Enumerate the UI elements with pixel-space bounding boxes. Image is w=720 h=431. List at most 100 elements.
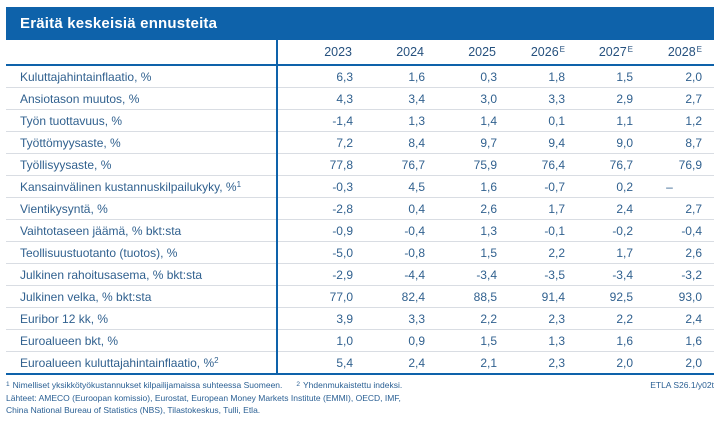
value-cell: 1,3 xyxy=(480,223,497,238)
value-cell: – xyxy=(666,179,673,194)
value-cell: 2,9 xyxy=(616,91,633,106)
year-sup: E xyxy=(559,45,565,54)
row-label-sup: 2 xyxy=(214,355,219,365)
value-cell: 2,3 xyxy=(548,355,565,370)
row-label-text: Julkinen rahoitusasema, % bkt:sta xyxy=(20,267,203,282)
row-label: Työn tuottavuus, % xyxy=(6,110,277,132)
value-cell: 2,0 xyxy=(685,69,702,84)
year-label: 2025 xyxy=(468,45,496,59)
value-cell: -2,8 xyxy=(276,197,359,220)
figure-code: ETLA S26.1/y02t xyxy=(650,380,714,390)
row-label-text: Julkinen velka, % bkt:sta xyxy=(20,289,152,304)
header-row: 2023 2024 2025 2026E 2027E 2028E xyxy=(6,40,714,65)
value-cell: -0,7 xyxy=(544,179,565,194)
value-cell: 3,3 xyxy=(408,311,425,326)
row-label: Kuluttajahintainflaatio, % xyxy=(6,65,277,88)
value-cell: -5,0 xyxy=(276,241,359,264)
value-cell: 2,0 xyxy=(685,355,702,370)
year-label: 2023 xyxy=(324,45,352,59)
value-cell: -3,4 xyxy=(476,267,497,282)
value-cell: 1,5 xyxy=(480,333,497,348)
value-cell: -3,5 xyxy=(544,267,565,282)
column-header-2026: 2026E xyxy=(503,40,571,65)
footnote-2-sup: 2 xyxy=(296,381,301,388)
value-cell: 0,3 xyxy=(480,69,497,84)
table-row: Vaihtotaseen jäämä, % bkt:sta -0,9 -0,4 … xyxy=(6,219,714,242)
row-label-text: Euroalueen kuluttajahintainflaatio, % xyxy=(20,355,215,370)
table-row: Ansiotason muutos, % 4,3 3,4 3,0 3,3 2,9… xyxy=(6,87,714,110)
forecast-table: 2023 2024 2025 2026E 2027E 2028E Kulutta… xyxy=(6,40,714,375)
value-cell: 5,4 xyxy=(276,351,359,374)
table-row: Euroalueen kuluttajahintainflaatio, %2 5… xyxy=(6,351,714,374)
row-label: Julkinen velka, % bkt:sta xyxy=(6,286,277,308)
value-cell: 92,5 xyxy=(609,289,633,304)
value-cell: 2,4 xyxy=(408,355,425,370)
value-cell: 76,9 xyxy=(678,157,702,172)
value-cell: -1,4 xyxy=(276,109,359,132)
value-cell: -0,4 xyxy=(681,223,702,238)
sources-line-1: Lähteet: AMECO (Euroopan komissio), Euro… xyxy=(6,393,401,404)
table-row: Työttömyysaste, % 7,2 8,4 9,7 9,4 9,0 8,… xyxy=(6,131,714,154)
column-header-2028: 2028E xyxy=(639,40,714,65)
value-cell: 77,8 xyxy=(276,153,359,176)
value-cell: 2,1 xyxy=(480,355,497,370)
table-row: Kuluttajahintainflaatio, % 6,3 1,6 0,3 1… xyxy=(6,65,714,88)
value-cell: 1,3 xyxy=(408,113,425,128)
value-cell: 4,3 xyxy=(276,87,359,110)
value-cell: 2,2 xyxy=(548,245,565,260)
value-cell: 2,6 xyxy=(480,201,497,216)
row-label-text: Vaihtotaseen jäämä, % bkt:sta xyxy=(20,223,182,238)
column-header-2023: 2023 xyxy=(276,40,359,65)
sources-line-2: China National Bureau of Statistics (NBS… xyxy=(6,404,261,415)
year-sup: E xyxy=(696,45,702,54)
value-cell: 88,5 xyxy=(473,289,497,304)
footnote-1-sup: 1 xyxy=(6,381,10,388)
table-title-bar: Eräitä keskeisiä ennusteita xyxy=(6,7,714,40)
value-cell: 2,0 xyxy=(616,355,633,370)
value-cell: 1,2 xyxy=(685,113,702,128)
row-label: Vientikysyntä, % xyxy=(6,198,277,220)
table-row: Julkinen rahoitusasema, % bkt:sta -2,9 -… xyxy=(6,263,714,286)
value-cell: 3,0 xyxy=(480,91,497,106)
value-cell: 1,7 xyxy=(548,201,565,216)
value-cell: 76,4 xyxy=(541,157,565,172)
value-cell: 7,2 xyxy=(276,131,359,154)
row-label: Kansainvälinen kustannuskilpailukyky, %1 xyxy=(6,176,277,198)
value-cell: -0,8 xyxy=(404,245,425,260)
row-label-text: Työllisyysaste, % xyxy=(20,157,112,172)
value-cell: 77,0 xyxy=(276,285,359,308)
table-row: Kansainvälinen kustannuskilpailukyky, %1… xyxy=(6,175,714,198)
table-footer: 1 Nimelliset yksikkötyökustannukset kilpa… xyxy=(6,380,714,415)
row-label-text: Ansiotason muutos, % xyxy=(20,91,140,106)
forecast-table-body: Kuluttajahintainflaatio, % 6,3 1,6 0,3 1… xyxy=(6,65,714,374)
value-cell: -2,9 xyxy=(276,263,359,286)
footnotes-row: 1 Nimelliset yksikkötyökustannukset kilpa… xyxy=(6,380,714,391)
value-cell: 1,4 xyxy=(480,113,497,128)
value-cell: 2,2 xyxy=(480,311,497,326)
header-spacer-cell xyxy=(6,40,277,65)
value-cell: 9,4 xyxy=(548,135,565,150)
row-label-text: Teollisuustuotanto (tuotos), % xyxy=(20,245,178,260)
value-cell: 3,9 xyxy=(276,307,359,330)
value-cell: 2,7 xyxy=(685,201,702,216)
column-header-2025: 2025 xyxy=(431,40,503,65)
row-label-text: Kansainvälinen kustannuskilpailukyky, % xyxy=(20,179,237,194)
table-row: Euroalueen bkt, % 1,0 0,9 1,5 1,3 1,6 1,… xyxy=(6,329,714,352)
table-row: Työllisyysaste, % 77,8 76,7 75,9 76,4 76… xyxy=(6,153,714,176)
value-cell: 6,3 xyxy=(276,65,359,88)
value-cell: 9,7 xyxy=(480,135,497,150)
value-cell: 2,2 xyxy=(616,311,633,326)
table-row: Vientikysyntä, % -2,8 0,4 2,6 1,7 2,4 2,… xyxy=(6,197,714,220)
value-cell: 82,4 xyxy=(401,289,425,304)
row-label: Euroalueen bkt, % xyxy=(6,330,277,352)
year-sup: E xyxy=(627,45,633,54)
year-label: 2027 xyxy=(598,45,627,59)
value-cell: 1,5 xyxy=(616,69,633,84)
row-label-text: Euribor 12 kk, % xyxy=(20,311,109,326)
row-label-text: Työn tuottavuus, % xyxy=(20,113,123,128)
year-label: 2028 xyxy=(667,45,696,59)
value-cell: 1,6 xyxy=(685,333,702,348)
row-label-text: Vientikysyntä, % xyxy=(20,201,108,216)
footnotes: 1 Nimelliset yksikkötyökustannukset kilpa… xyxy=(6,380,402,391)
